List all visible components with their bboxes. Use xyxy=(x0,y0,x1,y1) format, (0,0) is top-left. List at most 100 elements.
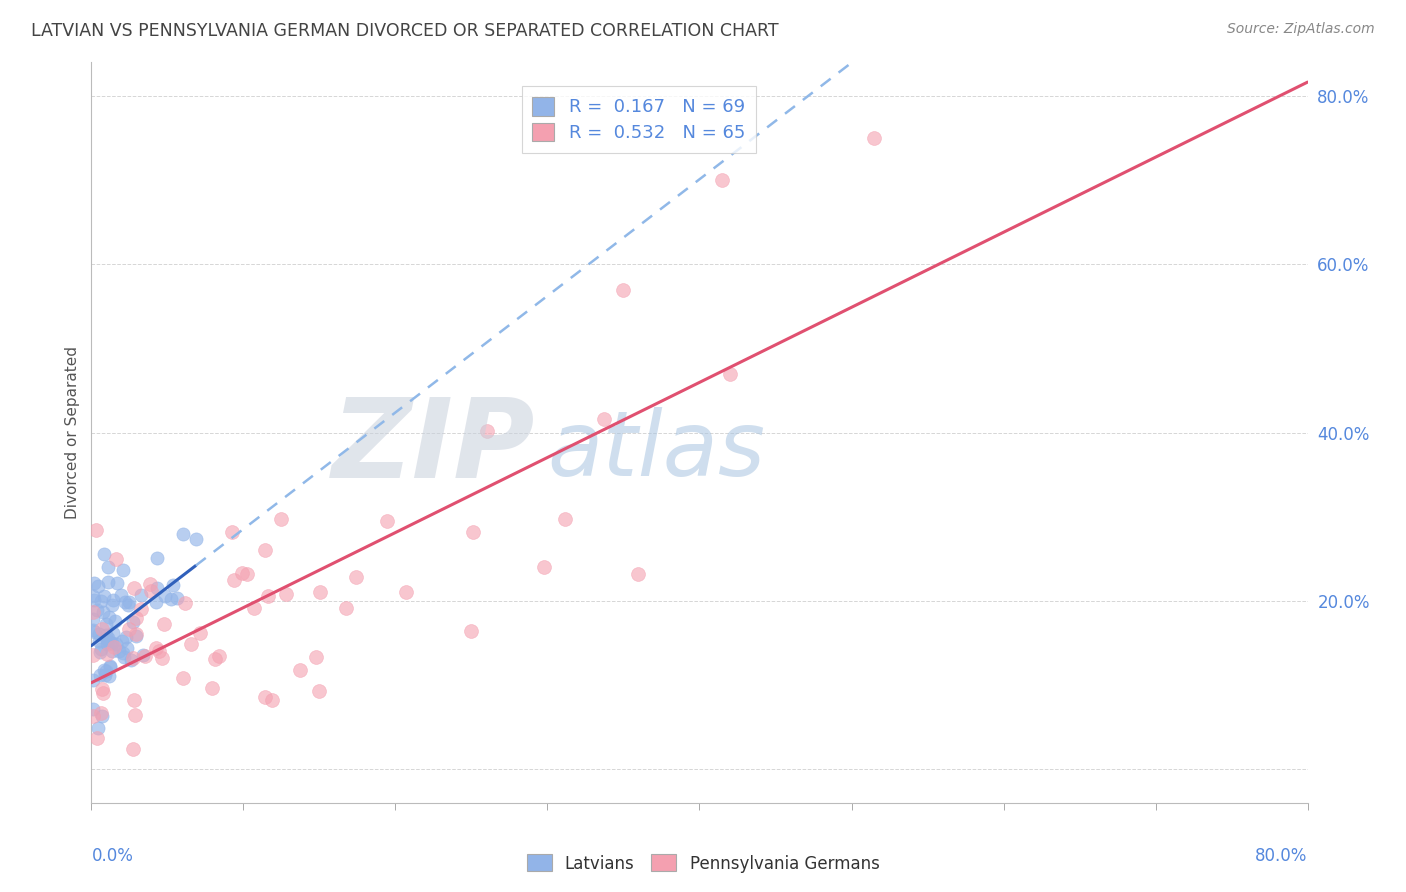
Point xyxy=(93,663,115,677)
Text: atlas: atlas xyxy=(547,407,765,495)
Point xyxy=(122,582,145,596)
Point xyxy=(100,636,122,650)
Point xyxy=(146,551,169,566)
Point xyxy=(204,652,226,666)
Point xyxy=(97,631,120,645)
Point xyxy=(90,706,112,720)
Point xyxy=(863,131,886,145)
Point xyxy=(112,650,135,665)
Point xyxy=(94,628,117,642)
Text: 80.0%: 80.0% xyxy=(1256,847,1308,865)
Point xyxy=(103,640,125,654)
Point xyxy=(104,614,127,628)
Point xyxy=(83,593,105,607)
Point xyxy=(90,642,112,657)
Point xyxy=(84,625,107,640)
Point xyxy=(97,574,120,589)
Point xyxy=(87,634,110,648)
Point xyxy=(477,424,499,438)
Point xyxy=(125,629,148,643)
Point xyxy=(98,660,121,674)
Point xyxy=(375,515,398,529)
Point xyxy=(145,594,167,608)
Point xyxy=(100,644,122,658)
Point xyxy=(87,627,110,641)
Point xyxy=(231,566,253,580)
Point xyxy=(395,585,418,599)
Point xyxy=(253,542,276,557)
Point xyxy=(243,600,266,615)
Point xyxy=(236,566,259,581)
Point xyxy=(120,653,142,667)
Point xyxy=(111,634,134,648)
Point xyxy=(173,597,195,611)
Legend: Latvians, Pennsylvania Germans: Latvians, Pennsylvania Germans xyxy=(520,847,886,880)
Point xyxy=(460,624,482,639)
Point xyxy=(188,626,211,640)
Point xyxy=(166,591,188,606)
Point xyxy=(262,693,284,707)
Point xyxy=(90,708,112,723)
Point xyxy=(97,560,120,574)
Point xyxy=(89,645,111,659)
Point xyxy=(111,563,134,577)
Point xyxy=(172,526,194,541)
Point xyxy=(253,690,276,704)
Point xyxy=(270,512,292,526)
Point xyxy=(305,649,328,664)
Point xyxy=(221,524,243,539)
Point xyxy=(82,612,104,626)
Point xyxy=(134,648,156,663)
Point xyxy=(124,708,146,723)
Point xyxy=(91,605,114,619)
Point xyxy=(96,616,118,631)
Point xyxy=(148,643,170,657)
Point xyxy=(121,651,143,665)
Point xyxy=(82,590,104,604)
Point xyxy=(118,595,141,609)
Point xyxy=(91,681,114,696)
Point xyxy=(180,636,202,650)
Point xyxy=(114,595,136,609)
Point xyxy=(627,566,650,581)
Point xyxy=(89,668,111,682)
Point xyxy=(100,599,122,613)
Point xyxy=(122,692,145,706)
Point xyxy=(86,579,108,593)
Point xyxy=(83,575,105,590)
Point xyxy=(82,709,104,723)
Point xyxy=(150,651,173,665)
Point xyxy=(139,577,162,591)
Text: LATVIAN VS PENNSYLVANIA GERMAN DIVORCED OR SEPARATED CORRELATION CHART: LATVIAN VS PENNSYLVANIA GERMAN DIVORCED … xyxy=(31,22,779,40)
Point xyxy=(93,686,115,700)
Point xyxy=(309,584,332,599)
Point xyxy=(90,622,112,636)
Point xyxy=(129,601,152,615)
Point xyxy=(125,611,148,625)
Point xyxy=(288,663,311,677)
Point xyxy=(105,551,128,566)
Point xyxy=(344,570,367,584)
Point xyxy=(96,632,118,647)
Point xyxy=(117,598,139,612)
Point xyxy=(110,588,132,602)
Point xyxy=(184,532,207,546)
Point xyxy=(224,573,246,587)
Point xyxy=(146,581,169,595)
Point xyxy=(201,681,224,696)
Point xyxy=(153,590,176,604)
Point xyxy=(125,627,148,641)
Point xyxy=(145,640,167,655)
Point xyxy=(101,592,124,607)
Point xyxy=(93,547,115,561)
Point xyxy=(612,283,634,297)
Point xyxy=(461,525,484,540)
Point xyxy=(711,173,734,187)
Point xyxy=(82,673,104,687)
Point xyxy=(132,648,155,662)
Point xyxy=(86,602,108,616)
Legend: R =  0.167   N = 69, R =  0.532   N = 65: R = 0.167 N = 69, R = 0.532 N = 65 xyxy=(522,87,756,153)
Point xyxy=(129,588,152,602)
Point xyxy=(97,610,120,624)
Point xyxy=(554,512,576,526)
